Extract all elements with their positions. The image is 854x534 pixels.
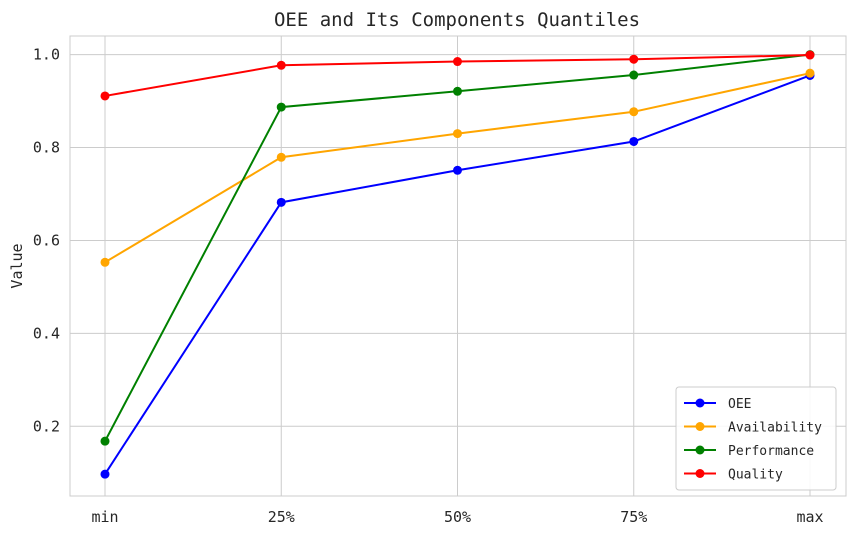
data-point <box>629 70 639 80</box>
legend-item-quality: Quality <box>684 468 783 483</box>
series-quality <box>100 50 815 101</box>
y-tick-label: 0.8 <box>33 139 60 157</box>
series-oee <box>100 70 815 479</box>
x-tick-label: 25% <box>268 508 295 526</box>
data-point <box>453 57 462 67</box>
data-point <box>629 107 639 117</box>
x-tick-label: 75% <box>620 508 647 526</box>
data-point <box>100 469 110 479</box>
data-point <box>453 129 462 139</box>
data-point <box>100 257 110 267</box>
legend: OEE Availability Performance Quality <box>675 386 837 491</box>
y-axis-label: Value <box>8 243 26 288</box>
legend-item-oee: OEE <box>684 397 751 412</box>
data-point <box>453 86 462 96</box>
legend-box <box>675 386 837 491</box>
y-tick-label: 0.4 <box>33 324 60 342</box>
x-axis-ticks: min 25% 50% 75% max <box>91 508 823 526</box>
series-availability <box>100 68 815 267</box>
data-point <box>805 68 815 78</box>
legend-marker <box>695 445 705 455</box>
data-point <box>100 436 110 446</box>
legend-label: Availability <box>728 421 822 436</box>
data-point <box>805 50 815 60</box>
x-tick-label: max <box>796 508 823 526</box>
x-tick-label: min <box>91 508 118 526</box>
x-tick-label: 50% <box>444 508 471 526</box>
legend-item-availability: Availability <box>684 421 822 436</box>
legend-label: Performance <box>728 444 814 459</box>
legend-marker <box>695 398 705 408</box>
data-point <box>276 60 286 70</box>
legend-marker <box>695 422 705 431</box>
legend-label: Quality <box>728 468 783 483</box>
legend-item-performance: Performance <box>684 444 814 459</box>
y-tick-label: 0.2 <box>33 417 60 435</box>
chart-title: OEE and Its Components Quantiles <box>274 9 640 31</box>
data-point <box>629 136 639 146</box>
data-point <box>276 197 286 207</box>
plot-area-frame <box>69 35 847 497</box>
data-point <box>276 102 286 112</box>
y-tick-label: 0.6 <box>33 231 60 249</box>
data-point <box>453 165 462 175</box>
y-axis-ticks: 0.2 0.4 0.6 0.8 1.0 <box>33 46 60 436</box>
data-point <box>100 91 110 101</box>
series-group <box>100 50 815 479</box>
legend-marker <box>695 469 705 478</box>
y-tick-label: 1.0 <box>33 46 60 64</box>
data-point <box>629 54 639 64</box>
legend-label: OEE <box>728 397 751 412</box>
data-point <box>276 152 286 162</box>
